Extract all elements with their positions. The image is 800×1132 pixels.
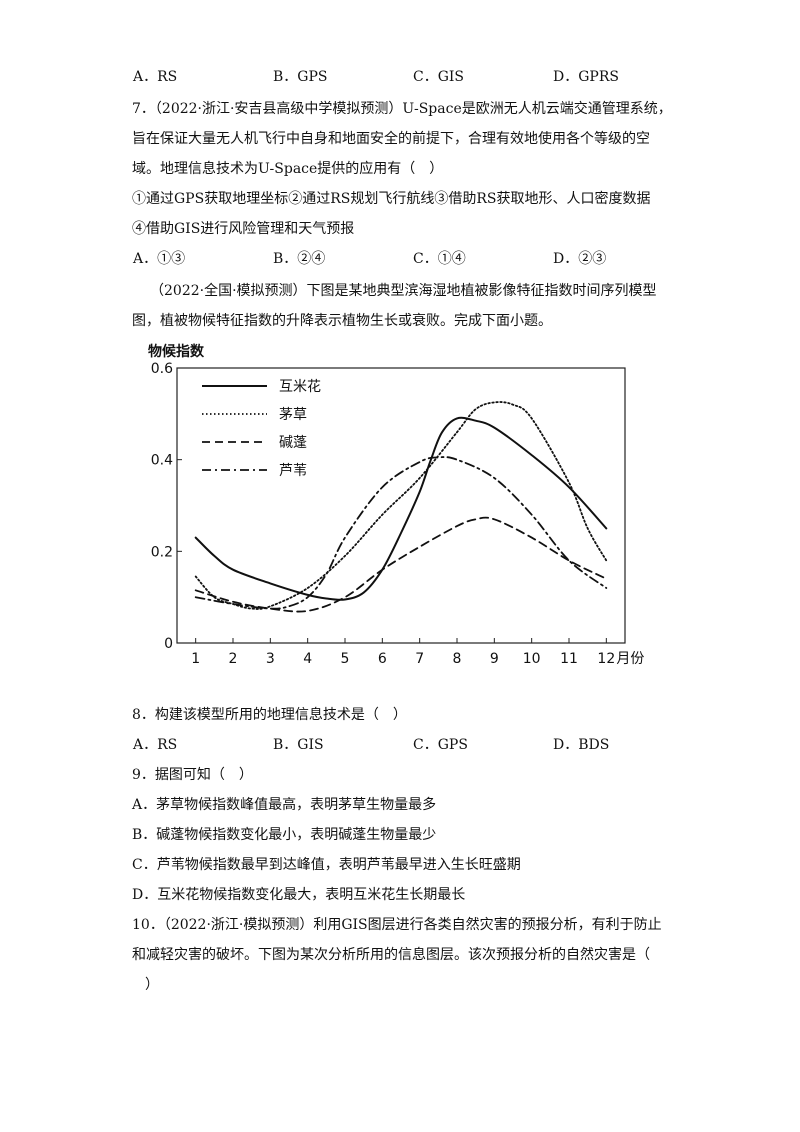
- q7-option-d[interactable]: D．②③: [553, 251, 607, 267]
- legend-label-2: 茅草: [279, 407, 307, 423]
- series-line-4: [194, 456, 608, 610]
- q6-option-b[interactable]: B．GPS: [273, 69, 328, 85]
- legend-label-4: 芦苇: [279, 463, 307, 479]
- q8-option-c[interactable]: C．GPS: [413, 737, 468, 753]
- chart-series-group: [194, 401, 608, 613]
- q7-line-1: 7．（2022·浙江·安吉县高级中学模拟预测）U-Space是欧洲无人机云端交通…: [132, 101, 672, 117]
- y-tick-label: 0.6: [151, 361, 173, 377]
- x-tick-label: 1: [191, 651, 200, 667]
- q7-line-2: 旨在保证大量无人机飞行中自身和地面安全的前提下，合理有效地使用各个等级的空: [132, 131, 650, 147]
- q9-option-c[interactable]: C．芦苇物候指数最早到达峰值，表明芦苇最早进入生长旺盛期: [132, 857, 521, 873]
- y-tick-label: 0.4: [151, 453, 173, 469]
- q9-option-a[interactable]: A．茅草物候指数峰值最高，表明茅草生物量最多: [132, 797, 437, 813]
- legend-label-1: 互米花: [279, 379, 321, 395]
- chart-y-axis-label: 物候指数: [148, 343, 205, 360]
- q10-line-2: 和减轻灾害的破坏。下图为某次分析所用的信息图层。该次预报分析的自然灾害是（: [132, 947, 650, 963]
- chart-ticks: 00.20.40.61 2 3 4 5 6 7 8 9 10 11 12 月份: [151, 361, 645, 667]
- q6-option-a[interactable]: A．RS: [133, 69, 178, 85]
- y-tick-label: 0.2: [151, 544, 173, 560]
- intro-line-2: 图，植被物候特征指数的升降表示植物生长或衰败。完成下面小题。: [132, 313, 552, 329]
- q7-option-b[interactable]: B．②④: [273, 251, 326, 267]
- q10-line-1: 10．（2022·浙江·模拟预测）利用GIS图层进行各类自然灾害的预报分析，有利…: [132, 917, 662, 933]
- x-tick-label: 9: [490, 651, 499, 667]
- q7-option-c[interactable]: C．①④: [413, 251, 466, 267]
- x-tick-label: 5: [341, 651, 350, 667]
- x-tick-label: 2: [229, 651, 238, 667]
- intro-line-1: （2022·全国·模拟预测）下图是某地典型滨海湿地植被影像特征指数时间序列模型: [150, 283, 657, 299]
- x-tick-label: 7: [415, 651, 424, 667]
- chart-svg: 物候指数 00.20.40.61 2 3 4 5 6 7 8 9 10 11 12 月份 互米花茅草碱蓬…: [148, 343, 645, 667]
- chart-plot-frame: [176, 367, 626, 644]
- q9-stem: 9．据图可知（ ）: [132, 767, 253, 783]
- q7-line-4: ①通过GPS获取地理坐标②通过RS规划飞行航线③借助RS获取地形、人口密度数据: [132, 191, 651, 207]
- q7-option-a[interactable]: A．①③: [133, 251, 186, 267]
- x-tick-label: 8: [453, 651, 462, 667]
- q7-line-3: 域。地理信息技术为U-Space提供的应用有（ ）: [132, 161, 444, 177]
- q10-line-3: ）: [145, 977, 159, 993]
- x-tick-label: 10: [523, 651, 541, 667]
- phenology-chart: 物候指数 0 0.2 0.4 0.6 1 2 3 4 5 6 7 8 9 10 11 12 月份 互米花 茅草 碱蓬…: [142, 338, 662, 673]
- x-axis-unit-label: 月份: [616, 651, 644, 667]
- x-tick-label: 12: [597, 651, 615, 667]
- chart-axes: [176, 367, 626, 644]
- q8-stem: 8．构建该模型所用的地理信息技术是（ ）: [132, 707, 407, 723]
- q8-option-a[interactable]: A．RS: [133, 737, 178, 753]
- q7-line-5: ④借助GIS进行风险管理和天气预报: [132, 221, 355, 237]
- x-tick-label: 3: [266, 651, 275, 667]
- series-line-1: [194, 416, 608, 601]
- series-line-2: [194, 401, 608, 610]
- q6-option-d[interactable]: D．GPRS: [553, 69, 619, 85]
- q8-option-b[interactable]: B．GIS: [273, 737, 324, 753]
- q9-option-d[interactable]: D．互米花物候指数变化最大，表明互米花生长期最长: [132, 887, 466, 903]
- x-tick-label: 11: [560, 651, 578, 667]
- x-tick-label: 6: [378, 651, 387, 667]
- q8-option-d[interactable]: D．BDS: [553, 737, 610, 753]
- series-line-3: [194, 516, 608, 613]
- x-tick-label: 4: [303, 651, 312, 667]
- y-tick-label: 0: [164, 636, 173, 652]
- legend-label-3: 碱蓬: [279, 435, 307, 451]
- q9-option-b[interactable]: B．碱蓬物候指数变化最小，表明碱蓬生物量最少: [132, 827, 437, 843]
- q6-option-c[interactable]: C．GIS: [413, 69, 465, 85]
